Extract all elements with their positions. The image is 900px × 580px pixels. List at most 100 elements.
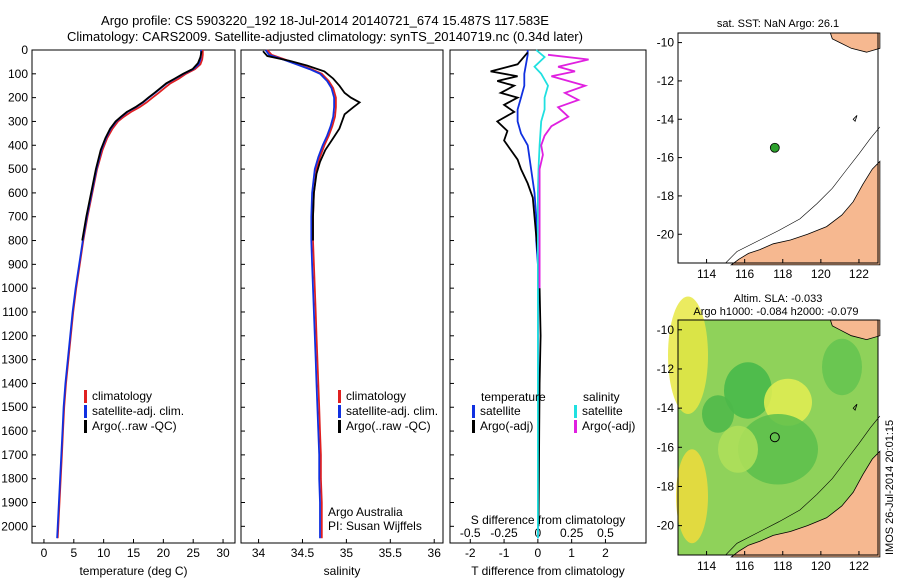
plot-title-line2: Climatology: CARS2009. Satellite-adjuste…: [67, 29, 583, 44]
map-x-tick-label: 114: [697, 267, 716, 281]
argo-float-marker: [769, 432, 780, 443]
s-axis-label: S difference from climatology: [471, 513, 626, 527]
y-tick-label: 1700: [1, 448, 28, 462]
y-tick-label: 200: [8, 91, 28, 105]
x-tick-label: 20: [157, 546, 171, 560]
map-y-tick-label: -10: [657, 323, 675, 337]
series-line-argo: [262, 50, 362, 241]
depth-contour: [725, 415, 881, 556]
map-y-tick-label: -18: [657, 479, 675, 493]
x-tick-label: 5: [70, 546, 77, 560]
map-y-tick-label: -14: [657, 112, 675, 126]
map-y-tick-label: -18: [657, 189, 675, 203]
map-y-tick-label: -20: [657, 227, 675, 241]
map-y-tick-label: -14: [657, 401, 675, 415]
x-tick-label: 35.5: [379, 546, 403, 560]
legend-swatch: [472, 420, 475, 433]
legend-label: Argo(..raw -QC): [346, 419, 431, 433]
legend-swatch: [84, 420, 87, 433]
legend-label: satellite-adj. clim.: [92, 404, 184, 418]
island: [852, 403, 858, 411]
y-tick-label: 1800: [1, 472, 28, 486]
land-indonesia: [829, 319, 881, 341]
y-tick-label: 900: [8, 257, 28, 271]
y-tick-label: 800: [8, 234, 28, 248]
x-tick-label: 30: [216, 546, 230, 560]
sla-map-subtitle: Argo h1000: -0.084 h2000: -0.079: [693, 306, 858, 318]
series-line-salinity_satellite: [533, 49, 549, 539]
sla-blob: [738, 414, 818, 485]
argo-float-marker: [769, 142, 780, 153]
map-y-tick-label: -16: [657, 151, 675, 165]
x-tick-label: -1: [499, 546, 510, 560]
legend-label: Argo(-adj): [480, 419, 533, 433]
x-tick-label: 34.5: [291, 546, 315, 560]
y-tick-label: 500: [8, 162, 28, 176]
legend-label: satellite: [582, 404, 623, 418]
x-axis-label: salinity: [324, 564, 361, 578]
map-y-tick-label: -16: [657, 440, 675, 454]
map-y-tick-label: -12: [657, 74, 675, 88]
plot-frame-temperature: [31, 49, 236, 544]
x-tick-label: 2: [602, 546, 609, 560]
x-tick-label: 34: [252, 546, 266, 560]
y-tick-label: 1200: [1, 329, 28, 343]
plot-title-line1: Argo profile: CS 5903220_192 18-Jul-2014…: [101, 13, 549, 28]
legend-swatch: [338, 405, 341, 418]
legend-title-salinity: salinity: [583, 390, 620, 404]
map-frame: [677, 319, 879, 556]
x-axis-label: temperature (deg C): [79, 564, 187, 578]
legend-swatch: [574, 420, 577, 433]
sla-blob: [764, 378, 812, 426]
y-tick-label: 100: [8, 67, 28, 81]
x-tick-label: 0: [535, 546, 542, 560]
y-tick-label: 400: [8, 138, 28, 152]
plot-frame-salinity: [240, 49, 444, 544]
map-y-tick-label: -20: [657, 519, 675, 533]
y-tick-label: 600: [8, 186, 28, 200]
sla-blob: [676, 449, 708, 544]
land-indonesia: [829, 32, 881, 53]
legend-swatch: [84, 405, 87, 418]
y-tick-label: 2000: [1, 519, 28, 533]
map-x-tick-label: 122: [849, 267, 869, 281]
x-tick-label: 0: [41, 546, 48, 560]
map-x-tick-label: 118: [773, 559, 792, 573]
legend-label: satellite: [480, 404, 521, 418]
land-australia: [730, 160, 881, 266]
legend-label: climatology: [92, 389, 152, 403]
map-x-tick-label: 122: [849, 559, 869, 573]
s-tick-label: 0.5: [597, 526, 614, 540]
y-tick-label: 1400: [1, 376, 28, 390]
plot-frame-differences: [449, 49, 647, 544]
y-tick-label: 1100: [2, 305, 28, 319]
y-tick-label: 1900: [1, 496, 28, 510]
map-y-tick-label: -12: [657, 362, 675, 376]
x-tick-label: 10: [97, 546, 111, 560]
s-tick-label: -0.5: [460, 526, 481, 540]
x-tick-label: 36: [428, 546, 442, 560]
y-tick-label: 1300: [1, 353, 28, 367]
x-axis-label: T difference from climatology: [471, 564, 625, 578]
s-tick-label: -0.25: [490, 526, 518, 540]
legend-label: satellite-adj. clim.: [346, 404, 438, 418]
legend-swatch: [338, 390, 341, 403]
map-x-tick-label: 116: [735, 559, 754, 573]
x-tick-label: -2: [465, 546, 476, 560]
legend-swatch: [472, 405, 475, 418]
sla-blob: [702, 395, 734, 433]
map-x-tick-label: 116: [735, 267, 754, 281]
x-tick-label: 25: [187, 546, 201, 560]
imos-timestamp: IMOS 26-Jul-2014 20:01:15: [884, 420, 896, 555]
series-line-salinity_argo: [538, 53, 589, 289]
s-tick-label: 0.25: [560, 526, 584, 540]
legend-label: Argo(..raw -QC): [92, 419, 177, 433]
x-tick-label: 1: [568, 546, 575, 560]
legend-swatch: [338, 420, 341, 433]
legend-title-temperature: temperature: [481, 390, 546, 404]
x-tick-label: 35: [340, 546, 354, 560]
y-tick-label: 300: [8, 114, 28, 128]
y-tick-label: 700: [8, 210, 28, 224]
y-tick-label: 0: [21, 43, 28, 57]
